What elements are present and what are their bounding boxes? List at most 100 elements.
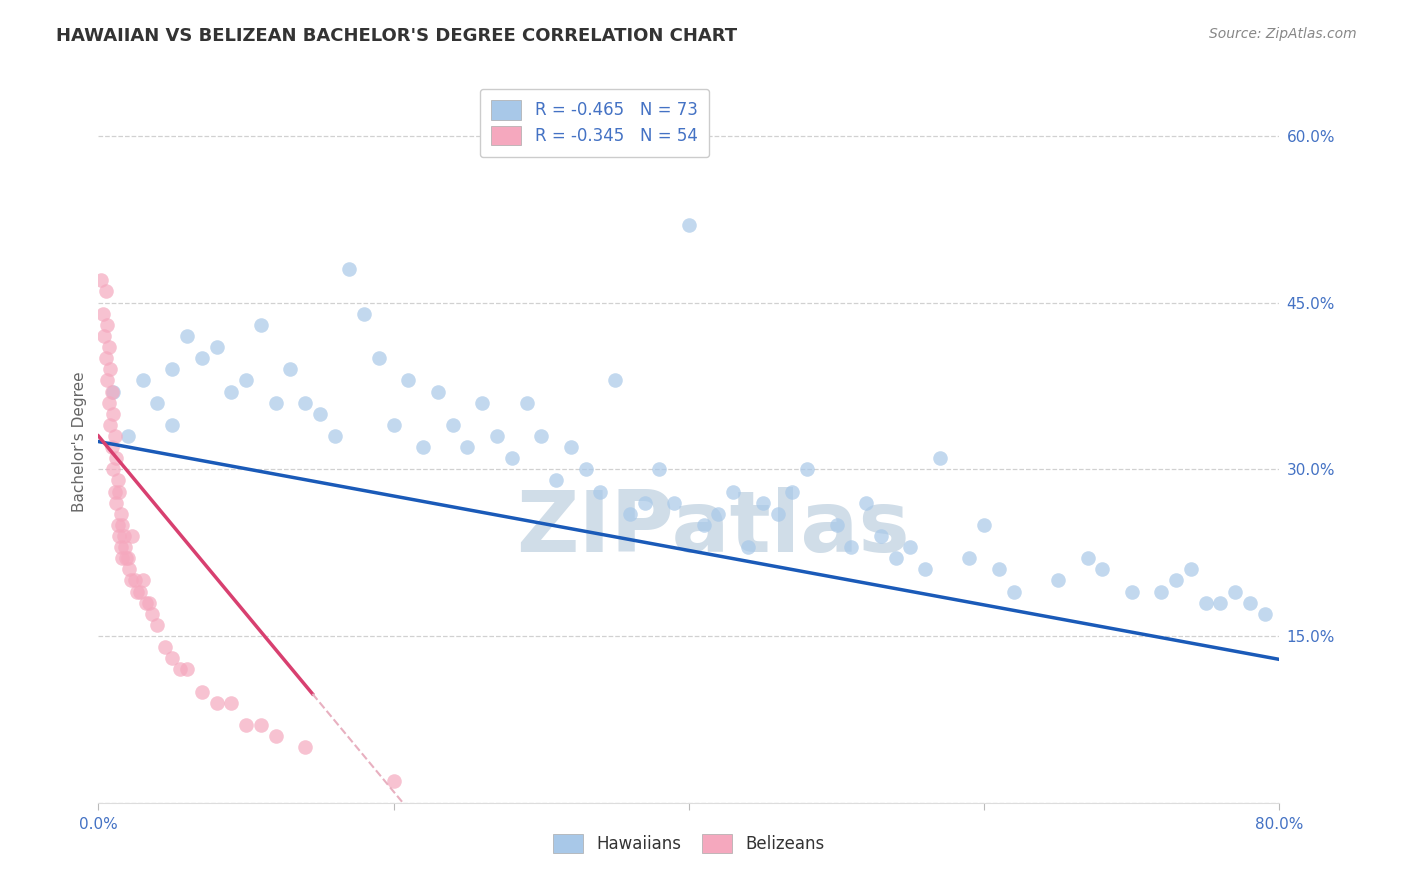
Point [110,507,132,521]
Point [309,407,332,421]
Point [605,373,627,387]
Point [1180,562,1202,576]
Point [752,496,775,510]
Point [114,540,136,554]
Point [111,551,134,566]
Point [235,718,257,732]
Point [124,574,146,588]
Point [104,429,127,443]
Point [100,440,122,454]
Point [96,318,118,332]
Point [221,696,243,710]
Point [648,462,671,476]
Point [90,273,112,287]
Point [339,262,361,277]
Point [664,496,686,510]
Point [176,329,198,343]
Point [398,373,420,387]
Point [97,340,120,354]
Point [93,329,115,343]
Point [169,662,191,676]
Point [530,429,553,443]
Point [1166,574,1188,588]
Point [153,640,176,655]
Point [108,484,131,499]
Point [427,384,450,399]
Point [1254,607,1277,621]
Point [125,584,148,599]
Point [250,718,273,732]
Point [382,773,405,788]
Point [1091,562,1114,576]
Point [162,651,183,665]
Point [1077,551,1099,566]
Point [501,451,523,466]
Point [162,362,183,376]
Point [115,551,138,566]
Point [107,474,129,488]
Point [176,662,198,676]
Text: ZIPatlas: ZIPatlas [516,487,910,570]
Point [486,429,509,443]
Point [235,373,257,387]
Point [94,351,117,366]
Point [619,507,641,521]
Point [98,417,121,432]
Point [112,529,135,543]
Point [97,395,120,409]
Point [103,407,125,421]
Point [132,373,155,387]
Point [98,362,121,376]
Point [162,417,183,432]
Point [107,517,129,532]
Text: Source: ZipAtlas.com: Source: ZipAtlas.com [1209,27,1357,41]
Point [91,307,114,321]
Point [516,395,538,409]
Point [457,440,479,454]
Point [796,462,818,476]
Point [855,496,877,510]
Point [560,440,582,454]
Point [368,351,391,366]
Point [441,417,464,432]
Point [121,529,143,543]
Point [1046,574,1070,588]
Point [1239,596,1261,610]
Point [323,429,346,443]
Point [280,362,302,376]
Point [929,451,952,466]
Point [146,618,169,632]
Point [546,474,568,488]
Point [205,340,228,354]
Point [900,540,922,554]
Point [870,529,893,543]
Point [782,484,804,499]
Point [988,562,1011,576]
Point [1209,596,1232,610]
Point [191,351,214,366]
Point [103,462,125,476]
Point [959,551,981,566]
Point [132,574,155,588]
Point [221,384,243,399]
Point [825,517,848,532]
Point [634,496,657,510]
Point [141,607,163,621]
Point [678,218,700,232]
Point [707,507,730,521]
Point [693,517,716,532]
Point [104,484,127,499]
Point [382,417,405,432]
Point [110,540,132,554]
Text: HAWAIIAN VS BELIZEAN BACHELOR'S DEGREE CORRELATION CHART: HAWAIIAN VS BELIZEAN BACHELOR'S DEGREE C… [56,27,737,45]
Point [191,684,214,698]
Point [737,540,759,554]
Point [120,574,142,588]
Point [1150,584,1173,599]
Point [841,540,863,554]
Point [1195,596,1218,610]
Point [1225,584,1247,599]
Point [96,373,118,387]
Point [94,285,117,299]
Point [723,484,745,499]
